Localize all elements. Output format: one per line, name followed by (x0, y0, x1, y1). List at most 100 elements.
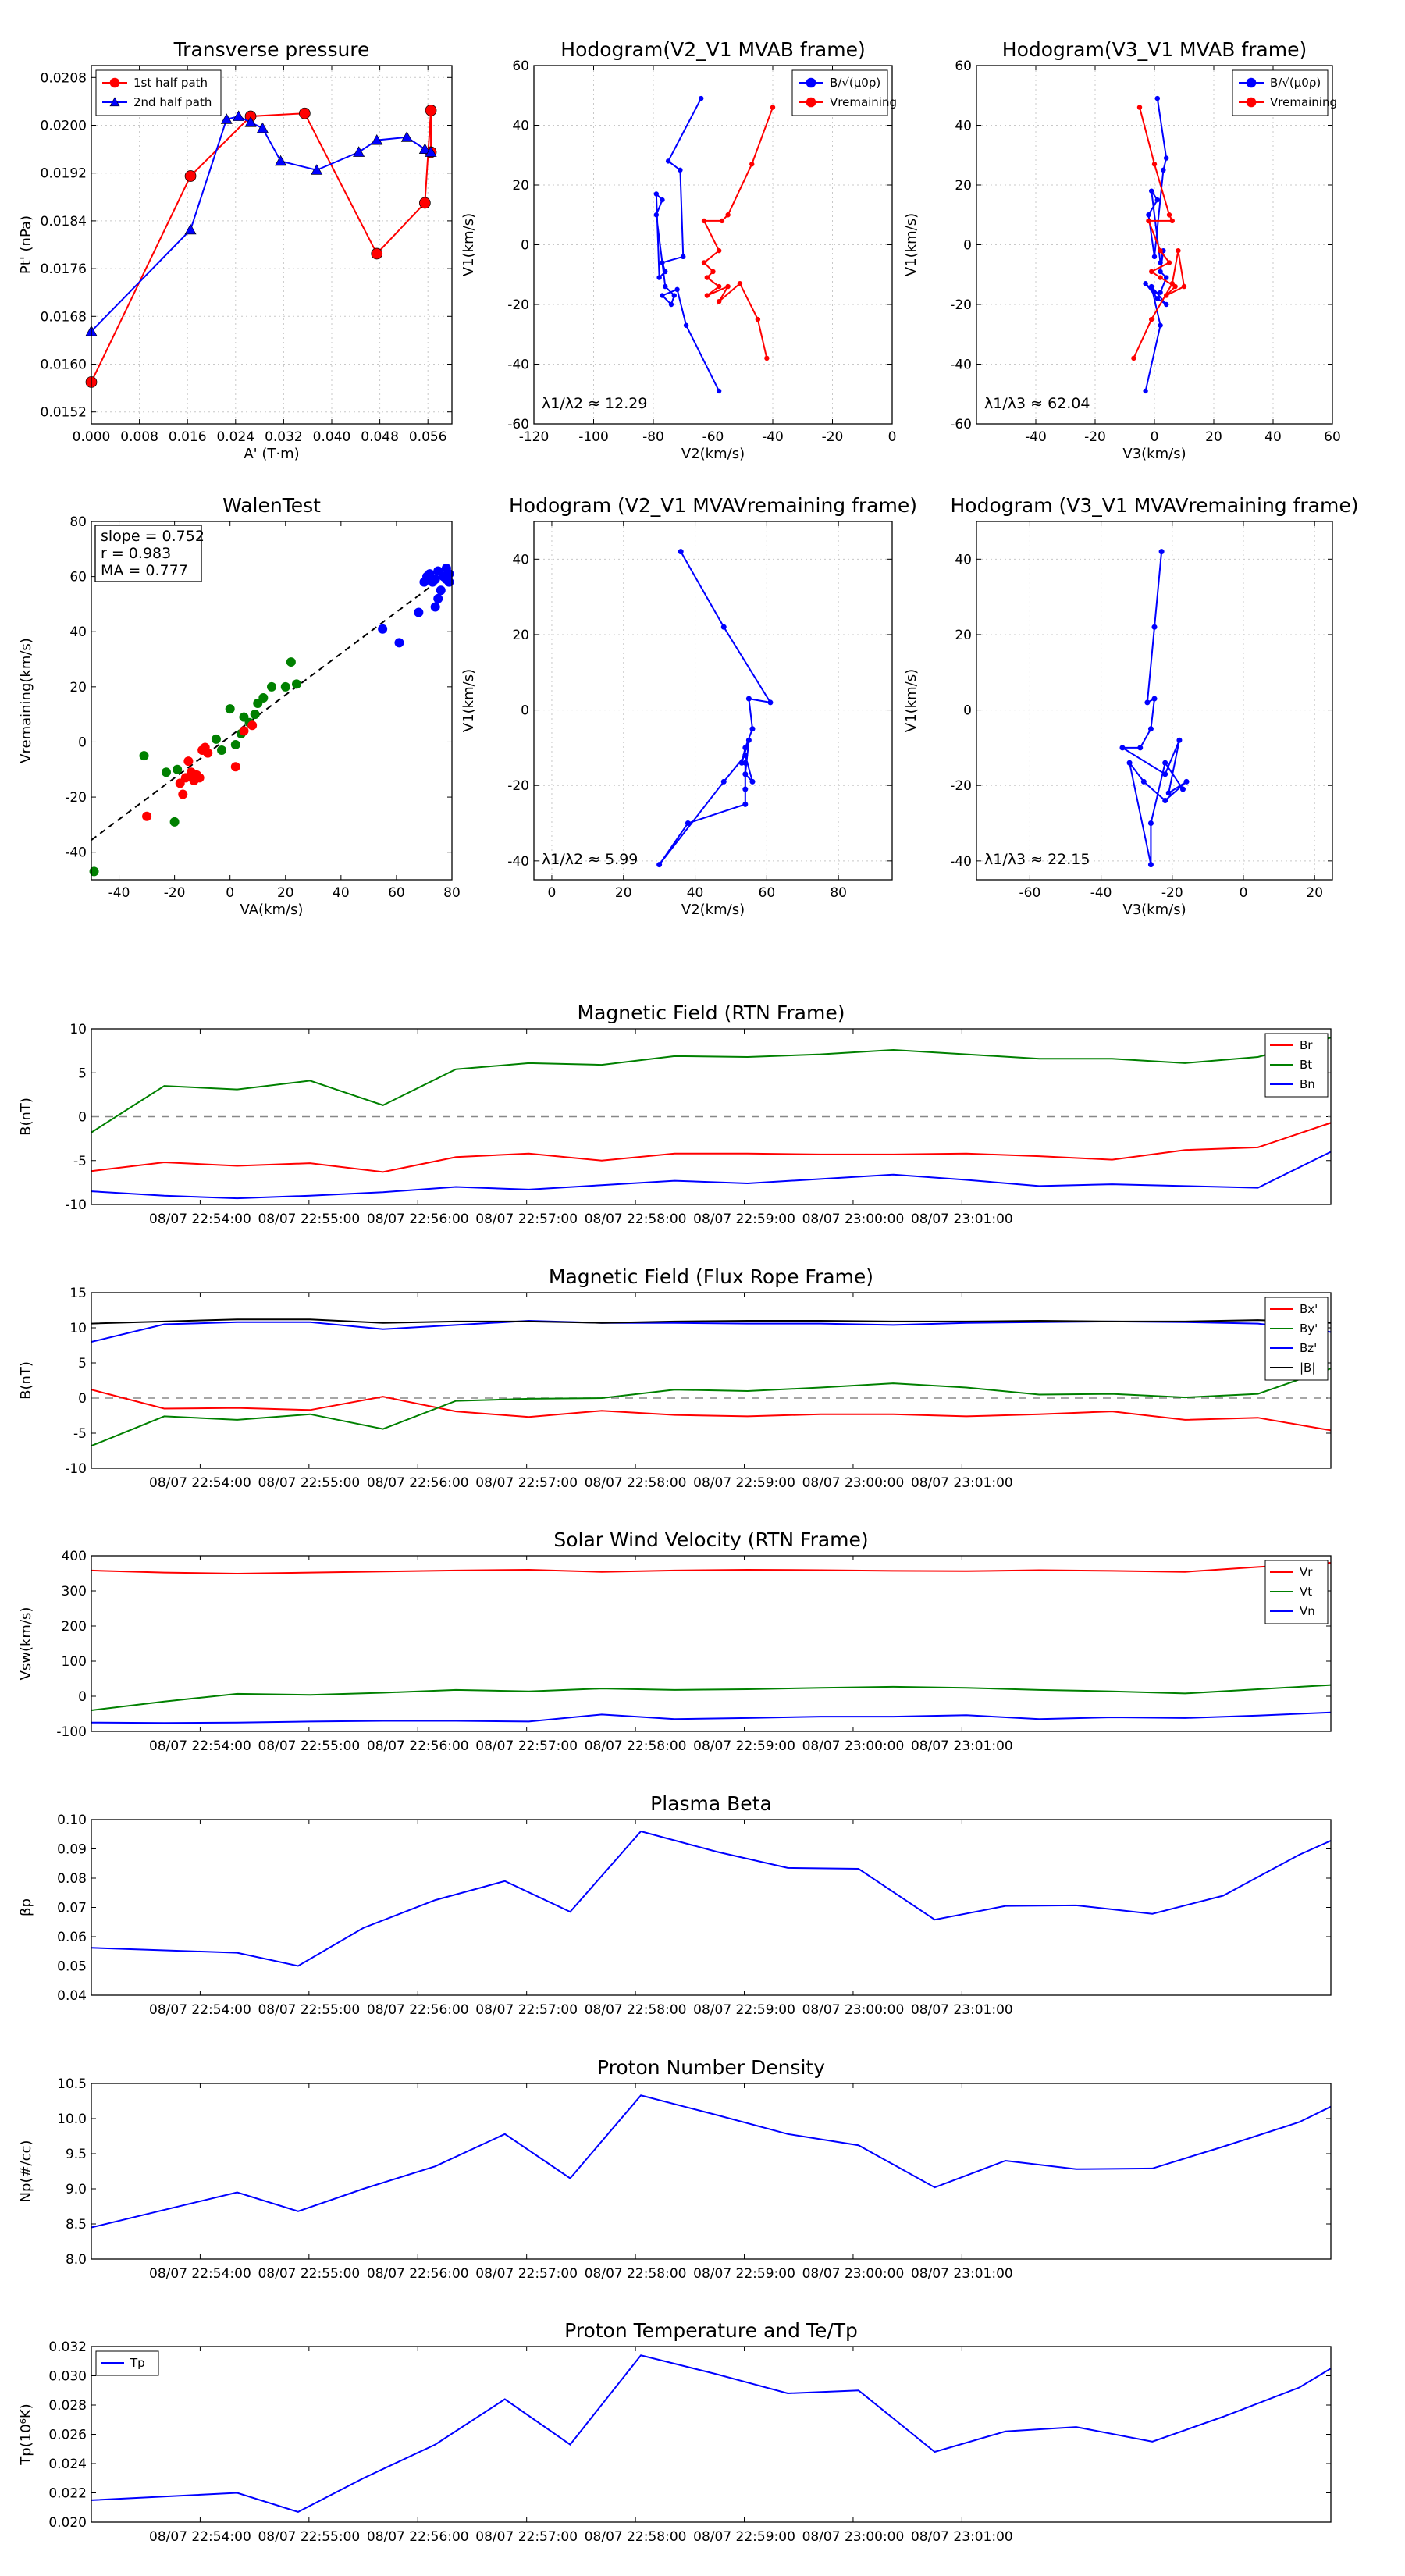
hodogram-v3v1-mvab-series-b-0-point (1149, 188, 1154, 194)
hodogram-v3v1-mvav-panel: Hodogram (V3_V1 MVAVremaining frame) -40 -… (903, 494, 1359, 918)
hodogram-v2v1-mvab-axes-frame (533, 65, 893, 425)
hodogram-v3v1-mvab-ytick-label: 0 (963, 238, 972, 254)
sw-velocity-xtick-label: 08/07 23:00:00 (802, 1738, 905, 1754)
hodogram-v3v1-mvab-series-b-0-point (1158, 322, 1163, 328)
hodogram-v3v1-mvav-xtick-label: -60 (1019, 885, 1041, 901)
mag-fluxrope-legend-label: Bx' (1300, 1302, 1318, 1316)
hodogram-v3v1-mvab-series-b-0-point (1158, 290, 1163, 295)
walen-test-series-blue-point (414, 607, 424, 617)
proton-density-axes-frame (91, 2083, 1332, 2260)
proton-density-ytick-label: 9.0 (66, 2182, 87, 2197)
hodogram-v2v1-mvab-series-vremaining-point (719, 218, 725, 224)
hodogram-v2v1-mvav-xlabel: V2(km/s) (681, 902, 745, 918)
sw-velocity-ylabel: Vsw(km/s) (18, 1607, 34, 1681)
hodogram-v3v1-mvab-series-b-0-point (1143, 281, 1148, 286)
transverse-pressure-series-2nd-half-path-point (400, 131, 413, 142)
walen-test-ytick-label: 20 (69, 680, 87, 696)
walen-test-series-blue-point (436, 585, 446, 596)
sw-velocity-xtick-label: 08/07 22:54:00 (149, 1738, 251, 1754)
hodogram-v2v1-mvab-xtick-label: -40 (762, 429, 784, 445)
proton-temp-axes-frame (91, 2346, 1332, 2523)
hodogram-v3v1-mvav-xtick-label: 20 (1306, 885, 1323, 901)
hodogram-v2v1-mvab-legend-frame (791, 69, 888, 116)
transverse-pressure-series-2nd-half-path-point (233, 110, 245, 121)
hodogram-v2v1-mvab-xtick-label: -120 (519, 429, 550, 445)
walen-test-xtick-label: 20 (277, 885, 294, 901)
hodogram-v3v1-mvab-ylabel: V1(km/s) (903, 213, 919, 276)
hodogram-v3v1-mvab-legend-frame (1232, 69, 1329, 116)
hodogram-v3v1-mvab-series-b-0-point (1151, 290, 1158, 295)
walen-test-series-green-point (211, 734, 221, 744)
mag-rtn-xtick-label: 08/07 22:59:00 (693, 1212, 795, 1227)
hodogram-v2v1-mvab-ytick-label: 60 (512, 59, 529, 74)
hodogram-v3v1-mvab-legend-label: B/√(μ0ρ) (1270, 76, 1321, 90)
mag-fluxrope-xtick-label: 08/07 22:59:00 (693, 1475, 795, 1491)
walen-test-ytick-label: 40 (69, 624, 87, 640)
walen-test-series-red-point (239, 726, 249, 736)
transverse-pressure-xtick-label: 0.040 (313, 429, 351, 445)
plasma-beta-xtick-label: 08/07 22:58:00 (585, 2002, 687, 2018)
hodogram-v2v1-mvav-series-vremaining-point (745, 737, 752, 743)
hodogram-v3v1-mvab-series-b-0-point (1154, 197, 1161, 203)
hodogram-v2v1-mvab-legend-label: B/√(μ0ρ) (830, 76, 880, 90)
hodogram-v3v1-mvav-series-vremaining-point (1162, 771, 1168, 777)
sw-velocity-xtick-label: 08/07 22:58:00 (585, 1738, 687, 1754)
hodogram-v3v1-mvav-series-vremaining-point (1137, 745, 1144, 751)
sw-velocity-ytick-label: -100 (56, 1724, 87, 1740)
transverse-pressure-xtick-label: 0.048 (361, 429, 399, 445)
transverse-pressure-series-2nd-half-path-point (311, 164, 323, 175)
walen-test-series-green-point (267, 681, 276, 692)
mag-fluxrope-xtick-label: 08/07 22:57:00 (475, 1475, 578, 1491)
plasma-beta-ytick-label: 0.06 (57, 1930, 87, 1945)
mag-rtn-title: Magnetic Field (RTN Frame) (578, 1002, 845, 1024)
walen-test-series-blue-point (433, 593, 443, 603)
sw-velocity-ytick-label: 400 (62, 1549, 87, 1564)
proton-temp-ytick-label: 0.020 (48, 2515, 87, 2531)
walen-test-title: WalenTest (222, 494, 321, 517)
transverse-pressure-xtick-label: 0.056 (409, 429, 447, 445)
hodogram-v3v1-mvab-series-b-0-point (1151, 254, 1158, 259)
hodogram-v2v1-mvav-series-vremaining-point (685, 820, 691, 827)
hodogram-v2v1-mvab-series-vremaining-point (716, 298, 722, 304)
hodogram-v2v1-mvav-eigen-ratio: λ1/λ2 ≈ 5.99 (542, 851, 638, 868)
hodogram-v3v1-mvav-xtick-label: -40 (1090, 885, 1112, 901)
transverse-pressure-xtick-label: 0.016 (169, 429, 207, 445)
proton-density-panel: Proton Number Density 8.0 8.5 9.0 9.5 10.0 10.… (18, 2056, 1332, 2282)
walen-test-series-green-point (286, 657, 296, 667)
hodogram-v3v1-mvav-series-vremaining-point (1162, 798, 1168, 804)
walen-test-xtick-label: 40 (333, 885, 350, 901)
transverse-pressure-xtick-label: 0.032 (265, 429, 303, 445)
plasma-beta-xtick-label: 08/07 22:57:00 (475, 2002, 578, 2018)
hodogram-v3v1-mvab-series-b-0-point (1149, 283, 1154, 290)
hodogram-v3v1-mvav-axes-frame (976, 521, 1333, 881)
walen-test-axes-frame (91, 521, 453, 881)
hodogram-v2v1-mvav-series-vremaining-point (767, 699, 774, 706)
mag-rtn-legend-label: Bn (1300, 1077, 1315, 1091)
hodogram-v3v1-mvav-series-vremaining-point (1147, 862, 1154, 868)
proton-temp-ytick-label: 0.024 (48, 2457, 87, 2472)
walen-test-ytick-label: 80 (69, 514, 87, 530)
hodogram-v3v1-mvab-series-vremaining-point (1136, 105, 1143, 110)
hodogram-v3v1-mvab-xtick-label: 60 (1324, 429, 1341, 445)
mag-fluxrope-axes-frame (91, 1292, 1332, 1469)
plasma-beta-panel: Plasma Beta 0.04 0.05 0.06 0.07 0.08 0.09 0.10 0… (18, 1792, 1332, 2018)
hodogram-v3v1-mvab-series-vremaining-point (1158, 275, 1163, 280)
hodogram-v3v1-mvav-ytick-label: 0 (963, 703, 972, 719)
plasma-beta-xtick-label: 08/07 22:59:00 (693, 2002, 795, 2018)
hodogram-v2v1-mvab-series-vremaining-point (725, 212, 731, 218)
sw-velocity-xtick-label: 08/07 23:01:00 (911, 1738, 1013, 1754)
proton-temp-title: Proton Temperature and Te/Tp (564, 2319, 858, 2342)
hodogram-v3v1-mvav-series-vremaining-point (1147, 820, 1154, 827)
hodogram-v2v1-mvab-series-vremaining-point (755, 316, 761, 322)
walen-test-series-green-point (169, 817, 180, 827)
transverse-pressure-ytick-label: 0.0208 (41, 70, 87, 86)
plasma-beta-ytick-label: 0.10 (57, 1813, 87, 1828)
transverse-pressure-ytick-label: 0.0160 (41, 358, 87, 373)
hodogram-v3v1-mvab-xtick-label: 20 (1205, 429, 1222, 445)
walen-test-series-green-point (258, 692, 269, 703)
mag-rtn-xtick-label: 08/07 22:55:00 (258, 1212, 360, 1227)
mag-fluxrope-ytick-label: -5 (73, 1426, 87, 1442)
transverse-pressure-ytick-label: 0.0152 (41, 405, 87, 421)
hodogram-v2v1-mvab-xtick-label: -80 (642, 429, 664, 445)
proton-temperature-panel: Proton Temperature and Te/Tp 0.020 0.022 0.… (18, 2319, 1332, 2545)
